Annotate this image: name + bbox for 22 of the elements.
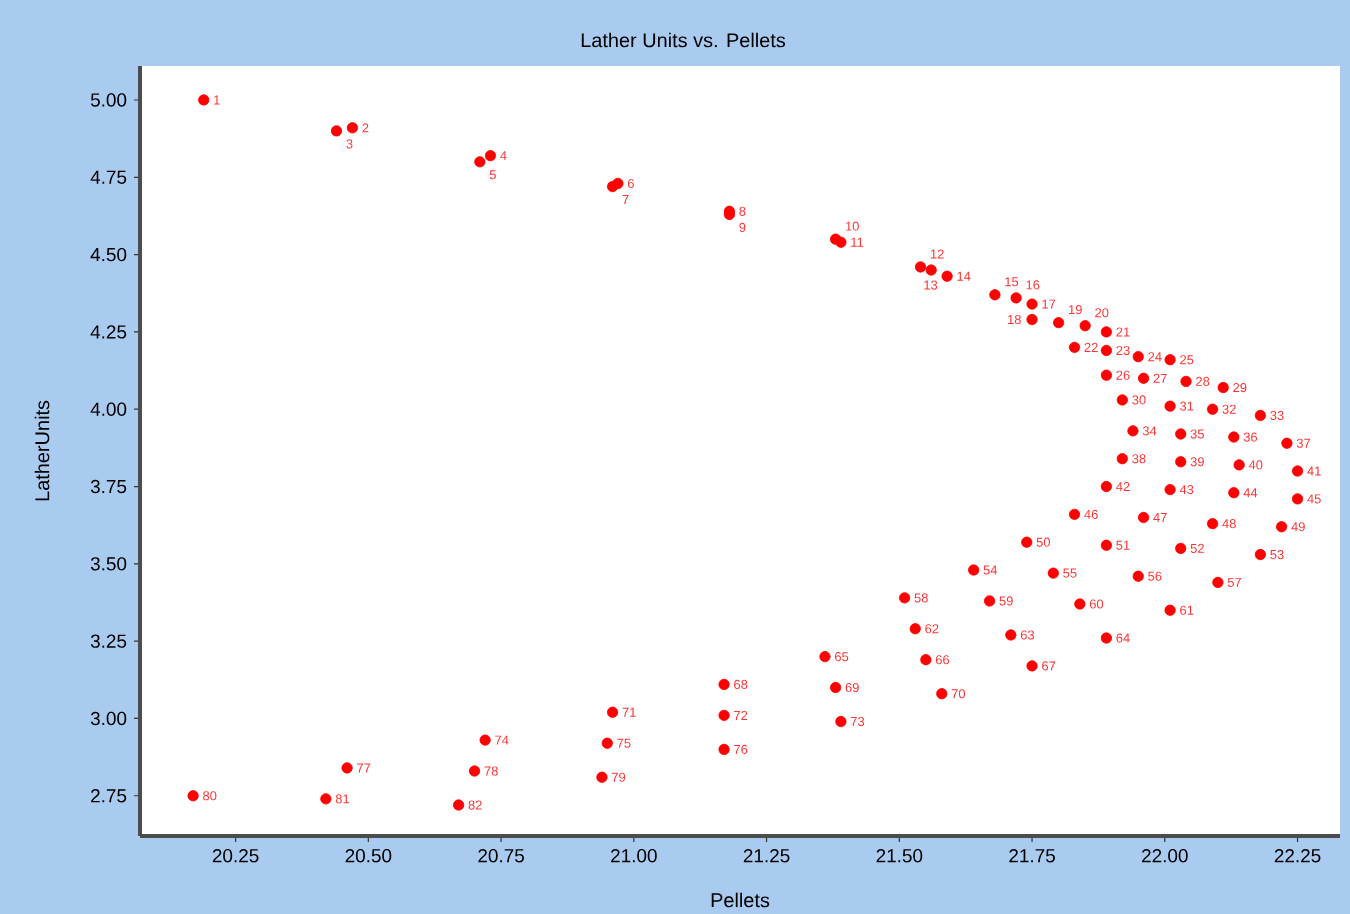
x-tick-label: 21.75 (1009, 849, 1055, 863)
y-tick-label: 4.00 (90, 402, 127, 416)
y-tick-label: 2.75 (91, 789, 127, 803)
y-tick-label: 3.50 (90, 557, 127, 571)
y-axis-title: LatherUnits (34, 400, 50, 501)
x-tick-label: 21.00 (611, 849, 657, 863)
x-tick-label: 20.25 (212, 849, 259, 863)
x-tick-label: 22.00 (1142, 849, 1188, 863)
y-tick-label: 4.25 (90, 325, 127, 339)
x-tick-label: 20.50 (345, 849, 392, 863)
y-tick-label: 4.50 (90, 247, 127, 262)
x-tick-label: 20.75 (478, 849, 524, 863)
x-axis-title: Pellets (711, 892, 770, 908)
x-tick-label: 21.25 (743, 849, 790, 863)
y-tick-label: 3.75 (90, 479, 127, 494)
x-tick-label: 22.25 (1274, 849, 1321, 863)
x-tick-label: 21.50 (876, 849, 923, 863)
y-tick-label: 3.25 (90, 634, 127, 648)
y-tick-label: 5.00 (90, 93, 127, 107)
chart-title: Lather Units vs. Pellets (581, 32, 786, 48)
y-tick-label: 3.00 (90, 711, 127, 726)
y-tick-label: 4.75 (90, 170, 127, 184)
